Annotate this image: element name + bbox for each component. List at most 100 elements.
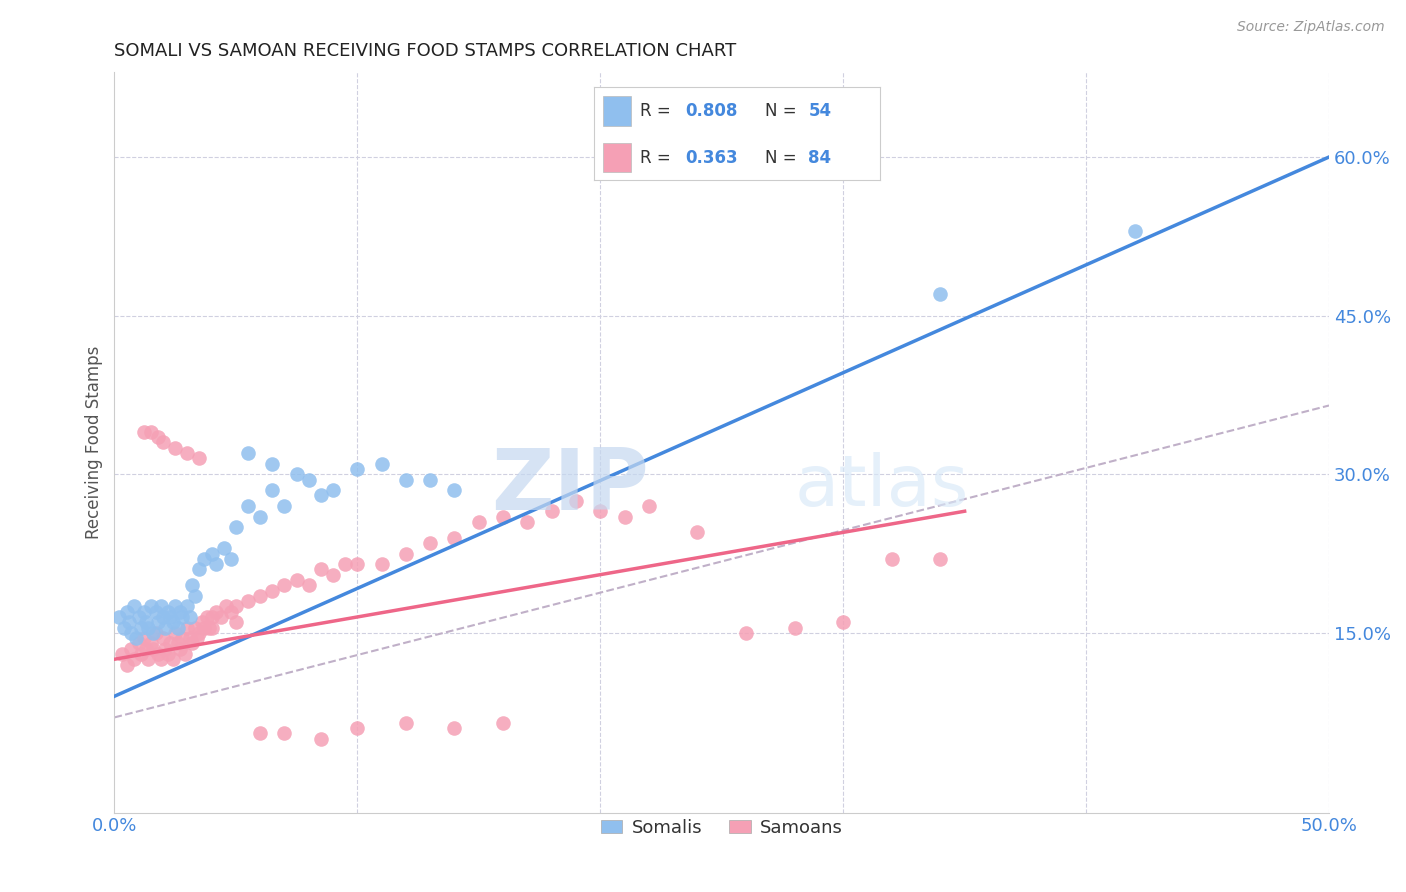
Point [193,621,215,635]
Point [370,557,392,571]
Point [492,715,515,730]
Point [149,599,172,614]
Point [159,610,181,624]
Point [139,636,162,650]
Point [205,557,228,571]
Point [540,504,562,518]
Point [138,621,160,635]
Point [236,499,259,513]
Point [188,562,211,576]
Point [145,605,167,619]
Point [273,578,295,592]
Point [120,625,142,640]
Point [346,721,368,735]
Point [138,652,160,666]
Point [132,631,155,645]
Point [492,509,515,524]
Point [179,610,201,624]
Point [118,615,141,630]
Point [346,557,368,571]
Point [122,599,145,614]
Point [309,562,332,576]
Point [783,621,806,635]
Point [565,493,588,508]
Point [516,515,538,529]
Point [169,605,191,619]
Point [128,610,150,624]
Point [183,621,205,635]
Point [225,520,247,534]
Point [929,551,952,566]
Point [443,721,465,735]
Point [155,621,177,635]
Point [159,636,181,650]
Point [172,610,194,624]
Point [115,605,138,619]
Point [120,641,142,656]
Point [285,467,308,482]
Point [370,457,392,471]
Point [298,578,321,592]
Point [262,583,284,598]
Point [468,515,491,529]
Point [132,605,155,619]
Point [262,483,284,497]
Point [165,441,187,455]
Point [149,652,172,666]
Point [166,621,188,635]
Text: SOMALI VS SAMOAN RECEIVING FOOD STAMPS CORRELATION CHART: SOMALI VS SAMOAN RECEIVING FOOD STAMPS C… [114,42,737,60]
Point [236,446,259,460]
Point [262,457,284,471]
Point [322,483,344,497]
Point [156,605,179,619]
Point [108,610,131,624]
Point [225,615,247,630]
Point [142,641,165,656]
Point [139,599,162,614]
Point [165,625,187,640]
Point [146,647,169,661]
Point [129,621,152,635]
Point [200,547,222,561]
Point [195,610,218,624]
Point [589,504,612,518]
Point [443,531,465,545]
Point [225,599,247,614]
Point [637,499,659,513]
Point [111,647,134,661]
Point [309,731,332,746]
Point [613,509,636,524]
Text: Source: ZipAtlas.com: Source: ZipAtlas.com [1237,20,1385,34]
Point [188,625,211,640]
Point [172,631,194,645]
Legend: Somalis, Samoans: Somalis, Samoans [593,812,849,844]
Point [419,536,441,550]
Point [129,647,152,661]
Point [162,652,184,666]
Point [183,589,205,603]
Point [219,551,242,566]
Point [198,621,221,635]
Point [165,599,187,614]
Point [125,631,148,645]
Point [135,641,157,656]
Point [285,573,308,587]
Point [122,652,145,666]
Point [173,647,195,661]
Point [309,488,332,502]
Point [929,287,952,301]
Point [346,462,368,476]
Point [273,499,295,513]
Point [152,610,174,624]
Point [188,451,211,466]
Point [115,657,138,672]
Point [443,483,465,497]
Point [112,621,135,635]
Point [335,557,357,571]
Point [152,631,174,645]
Point [181,578,204,592]
Point [298,473,321,487]
Point [395,473,418,487]
Point [236,594,259,608]
Point [1123,224,1146,238]
